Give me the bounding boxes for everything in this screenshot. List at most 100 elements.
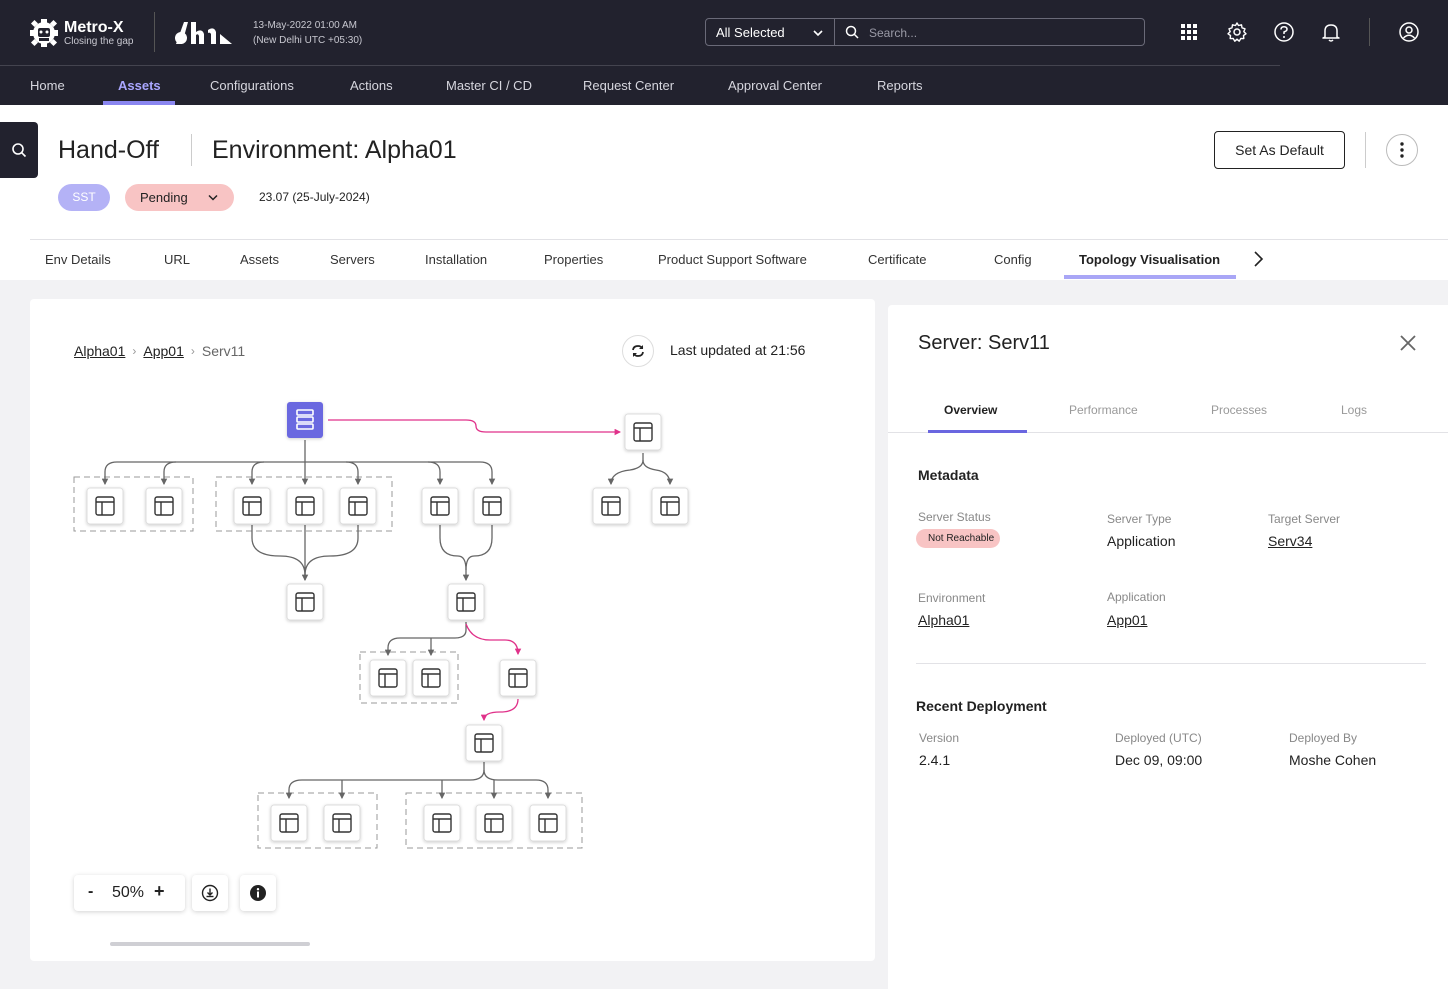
tabs-divider — [30, 239, 1448, 240]
panel-tab-logs[interactable]: Logs — [1341, 403, 1368, 417]
last-updated-text: Last updated at 21:56 — [670, 342, 806, 358]
top-bar-divider — [0, 65, 1280, 66]
nav-home[interactable]: Home — [30, 78, 65, 93]
search-input[interactable] — [869, 23, 1129, 43]
server-details-panel — [888, 305, 1448, 989]
nav-actions[interactable]: Actions — [350, 78, 393, 93]
tab-config[interactable]: Config — [994, 252, 1032, 267]
node-1[interactable] — [86, 487, 124, 525]
node-15[interactable] — [465, 724, 503, 762]
nav-master-ci-cd[interactable]: Master CI / CD — [446, 78, 532, 93]
tab-properties[interactable]: Properties — [544, 252, 604, 267]
panel-tab-processes[interactable]: Processes — [1211, 403, 1268, 417]
side-search-button[interactable] — [0, 122, 38, 178]
nav-configurations[interactable]: Configurations — [210, 78, 294, 93]
environment-link[interactable]: Alpha01 — [918, 612, 970, 628]
tab-assets[interactable]: Assets — [240, 252, 280, 267]
tab-product-support-software[interactable]: Product Support Software — [658, 252, 807, 267]
target-server-label: Target Server — [1268, 512, 1341, 526]
node-17[interactable] — [323, 804, 361, 842]
chevron-right-icon[interactable] — [1250, 249, 1266, 269]
panel-tab-active-indicator — [928, 430, 1027, 433]
tab-url[interactable]: URL — [164, 252, 191, 267]
app-grid-button[interactable] — [1177, 20, 1201, 44]
node-19[interactable] — [475, 804, 513, 842]
chevron-right-icon: › — [190, 344, 195, 358]
more-options-button[interactable] — [1386, 134, 1418, 166]
breadcrumb-application[interactable]: App01 — [143, 343, 184, 359]
node-20[interactable] — [529, 804, 567, 842]
zoom-out-button[interactable]: - — [88, 883, 94, 900]
tab-env-details[interactable]: Env Details — [45, 252, 111, 267]
search-icon — [12, 143, 27, 158]
chevron-down-icon — [813, 30, 823, 37]
node-6[interactable] — [421, 487, 459, 525]
search-icon — [845, 25, 859, 39]
refresh-button[interactable] — [622, 335, 654, 367]
user-profile-button[interactable] — [1397, 20, 1421, 44]
logo-title: Metro-X — [64, 18, 124, 36]
selected-server-node[interactable] — [287, 402, 323, 438]
breadcrumb: Alpha01 › App01 › Serv11 — [74, 343, 245, 359]
page-title: Hand-Off — [58, 136, 159, 164]
help-button[interactable] — [1272, 20, 1296, 44]
zoom-control: - 50% + — [74, 875, 185, 911]
download-icon — [201, 884, 219, 902]
nav-request-center[interactable]: Request Center — [583, 78, 675, 93]
node-18[interactable] — [423, 804, 461, 842]
close-icon[interactable] — [1398, 333, 1418, 353]
bell-icon — [1322, 24, 1340, 42]
node-3[interactable] — [233, 487, 271, 525]
topology-card — [30, 299, 875, 961]
breadcrumb-server: Serv11 — [201, 343, 246, 359]
scope-select[interactable]: All Selected — [705, 18, 835, 46]
node-14[interactable] — [499, 659, 537, 697]
nav-assets[interactable]: Assets — [118, 78, 161, 93]
app-logo[interactable]: Metro-X Closing the gap — [28, 16, 134, 50]
tab-topology-visualisation[interactable]: Topology Visualisation — [1079, 252, 1221, 267]
node-2[interactable] — [145, 487, 183, 525]
toolbar-separator — [1369, 18, 1370, 46]
server-stack-icon — [296, 409, 314, 430]
node-9[interactable] — [651, 487, 689, 525]
panel-tab-performance[interactable]: Performance — [1069, 403, 1138, 417]
node-4[interactable] — [286, 487, 324, 525]
application-link[interactable]: App01 — [1107, 612, 1148, 628]
download-button[interactable] — [192, 875, 228, 911]
zoom-in-button[interactable]: + — [154, 881, 165, 901]
status-dropdown[interactable]: Pending — [125, 184, 234, 211]
title-divider — [191, 134, 192, 166]
global-search[interactable] — [835, 18, 1145, 46]
node-13[interactable] — [412, 659, 450, 697]
node-10[interactable] — [286, 583, 324, 621]
deployed-utc-value: Dec 09, 09:00 — [1115, 752, 1203, 768]
info-icon — [250, 885, 266, 901]
node-8[interactable] — [592, 487, 630, 525]
set-as-default-button[interactable]: Set As Default — [1214, 131, 1345, 169]
node-11[interactable] — [447, 583, 485, 621]
target-server-link[interactable]: Serv34 — [1268, 533, 1313, 549]
tab-certificate[interactable]: Certificate — [868, 252, 927, 267]
chevron-down-icon — [208, 194, 218, 201]
panel-divider — [916, 663, 1426, 664]
info-button[interactable] — [240, 875, 276, 911]
page-header — [0, 105, 1448, 280]
tab-installation[interactable]: Installation — [425, 252, 488, 267]
settings-button[interactable] — [1225, 20, 1249, 44]
notifications-button[interactable] — [1319, 20, 1343, 44]
node-top-right[interactable] — [624, 413, 662, 451]
nav-reports[interactable]: Reports — [877, 78, 923, 93]
highlighted-path — [328, 419, 622, 722]
breadcrumb-environment[interactable]: Alpha01 — [74, 343, 126, 359]
tab-servers[interactable]: Servers — [330, 252, 375, 267]
chevron-right-icon: › — [132, 344, 137, 358]
server-type-label: Server Type — [1107, 512, 1172, 526]
horizontal-scrollbar[interactable] — [110, 942, 310, 946]
node-5[interactable] — [339, 487, 377, 525]
panel-tab-overview[interactable]: Overview — [944, 403, 998, 417]
node-16[interactable] — [270, 804, 308, 842]
node-7[interactable] — [473, 487, 511, 525]
nav-approval-center[interactable]: Approval Center — [728, 78, 822, 93]
server-type-value: Application — [1107, 533, 1176, 549]
node-12[interactable] — [369, 659, 407, 697]
